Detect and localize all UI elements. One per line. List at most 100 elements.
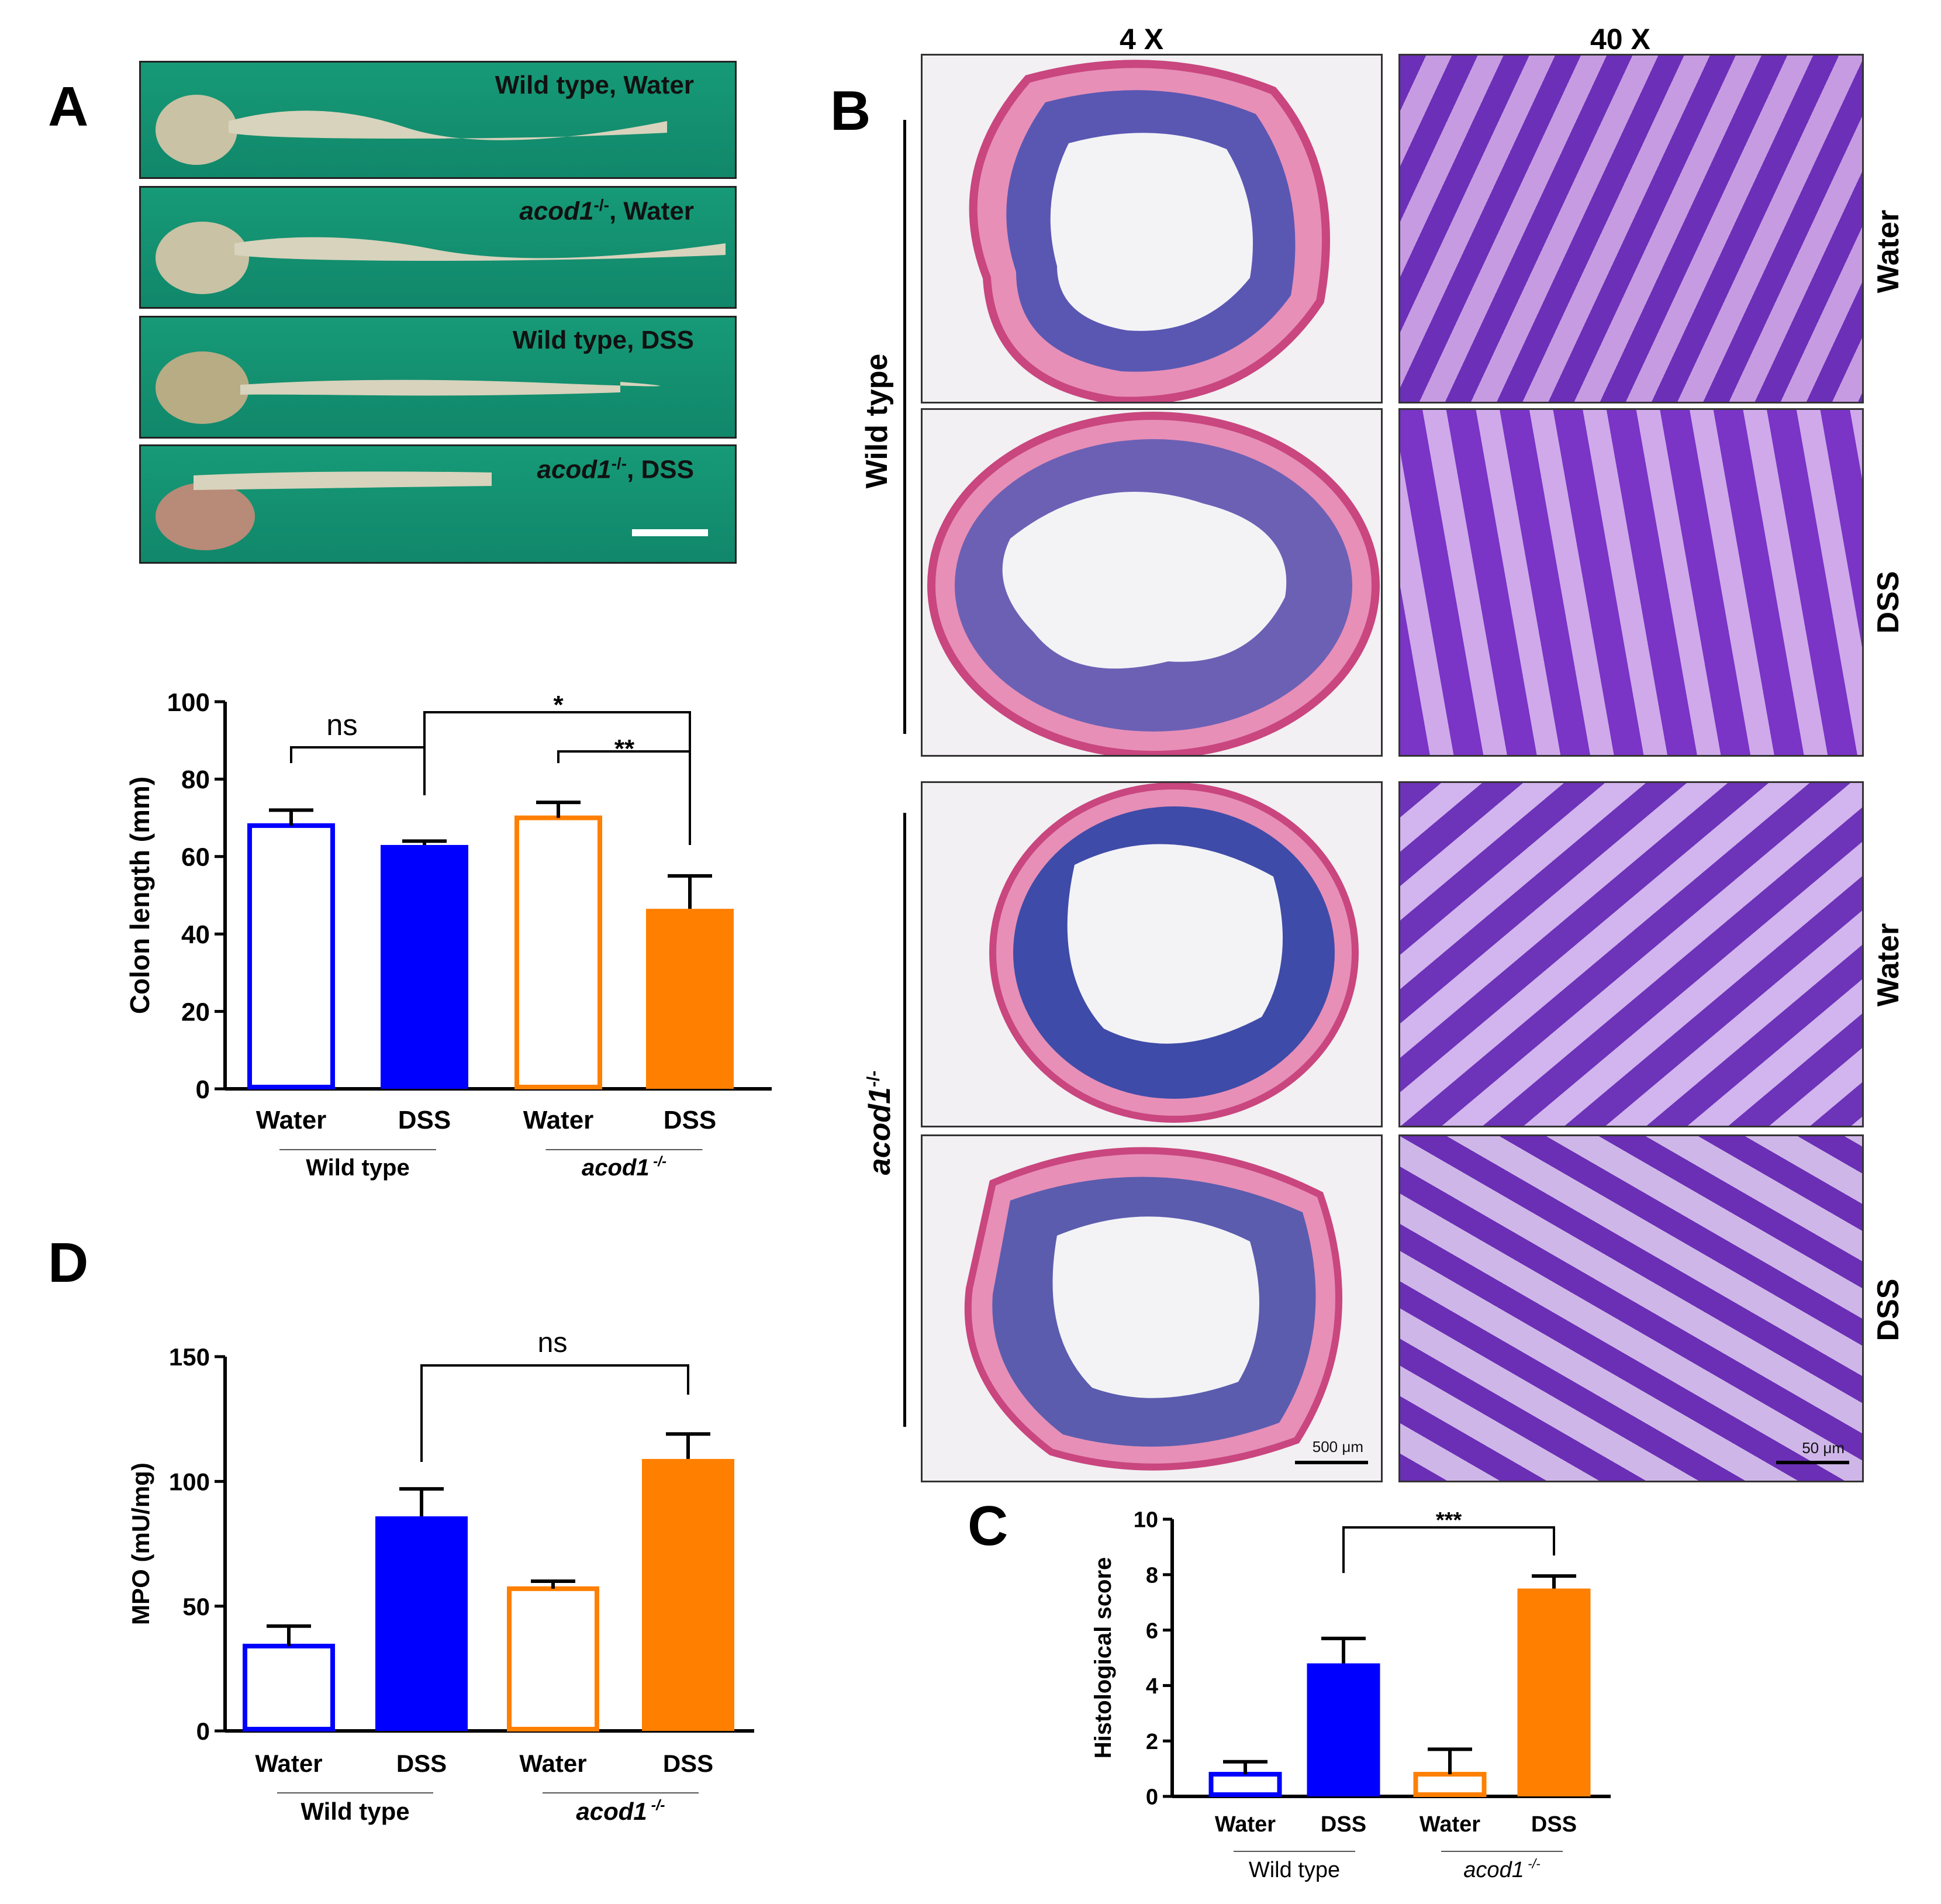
colon-photo-wt-dss: Wild type, DSS <box>139 316 737 439</box>
row-label-water: Water <box>1871 209 1905 294</box>
y-tick-label: 0 <box>196 1717 210 1745</box>
group-label-wild-type: Wild type <box>301 1798 409 1825</box>
significance-label: *** <box>1436 1508 1462 1533</box>
y-tick-label: 20 <box>181 998 210 1026</box>
chart-colon-length: 0 20 40 60 80 100 Colon length (mm) Water DSS Wat… <box>125 688 772 1181</box>
genotype-superscript: -/- <box>593 196 609 214</box>
colon-cross-section-image <box>927 412 1380 755</box>
scale-bar-label-50um: 50 μm <box>1802 1439 1845 1457</box>
bar-2 <box>375 1516 468 1731</box>
significance-bracket <box>290 746 426 795</box>
x-tick-label: Water <box>255 1750 322 1777</box>
colon-specimen-image <box>156 471 708 550</box>
significance-bracket <box>1342 1526 1555 1573</box>
bar-3 <box>514 815 602 1089</box>
photo-label: acod1-/-, Water <box>519 196 694 226</box>
group-label-wild-type: Wild type <box>306 1155 409 1181</box>
y-axis-label: Colon length (mm) <box>125 777 155 1014</box>
genotype-name: acod1 <box>582 1155 650 1181</box>
x-tick-label: Water <box>256 1106 327 1134</box>
bar-2 <box>381 844 468 1089</box>
histology-40x-wt-water <box>1398 54 1864 403</box>
bar-1 <box>1208 1772 1282 1798</box>
x-tick-label: DSS <box>1531 1812 1577 1837</box>
genotype-superscript: -/- <box>611 454 627 472</box>
genotype-name: acod1 <box>576 1798 647 1825</box>
genotype-name: acod1 <box>1463 1858 1524 1882</box>
colon-specimen-image <box>156 351 660 424</box>
group-label-acod1: acod1-/- <box>862 1058 897 1187</box>
colon-cross-section-image <box>969 60 1330 402</box>
bar-3 <box>507 1586 599 1731</box>
colon-photo-ko-water: acod1-/-, Water <box>139 186 737 309</box>
panel-label-b: B <box>830 80 871 142</box>
column-title-40x: 40 X <box>1590 23 1650 56</box>
photo-label: Wild type, DSS <box>512 326 694 354</box>
column-title-4x: 4 X <box>1120 23 1164 56</box>
condition-text: , Water <box>609 196 694 226</box>
colon-photo-ko-dss: acod1-/-, DSS <box>139 444 737 564</box>
histology-40x-wt-dss <box>1398 408 1864 757</box>
histology-4x-ko-dss: 500 μm <box>921 1134 1383 1482</box>
bar-4 <box>642 1458 734 1731</box>
y-tick-label: 100 <box>167 688 210 717</box>
histology-4x-ko-water <box>921 781 1383 1127</box>
condition-text: , DSS <box>627 455 694 484</box>
y-axis-label: Histological score <box>1090 1557 1116 1759</box>
significance-bracket <box>557 750 691 845</box>
y-tick-label: 0 <box>196 1075 210 1104</box>
histology-4x-wt-water <box>921 54 1383 403</box>
y-tick-label: 40 <box>181 920 210 949</box>
colon-specimen-image <box>156 95 667 165</box>
panel-label-c: C <box>968 1495 1009 1557</box>
panel-label-a: A <box>48 75 89 138</box>
bar-4 <box>1517 1588 1591 1796</box>
genotype-name: acod1 <box>519 196 594 226</box>
group-bracket-acod1 <box>903 813 906 1427</box>
x-tick-label: DSS <box>396 1750 447 1777</box>
x-tick-label: DSS <box>663 1750 713 1777</box>
y-tick-label: 100 <box>169 1468 210 1495</box>
row-label-dss: DSS <box>1871 1278 1905 1341</box>
photo-label: acod1-/-, DSS <box>537 454 694 485</box>
y-tick-label: 2 <box>1146 1730 1158 1754</box>
bar-2 <box>1307 1663 1380 1796</box>
significance-label: ns <box>326 708 357 741</box>
x-tick-label: DSS <box>398 1106 451 1134</box>
x-tick-label: Water <box>1215 1812 1276 1837</box>
group-label-wild-type: Wild type <box>1249 1858 1340 1882</box>
y-tick-label: 4 <box>1146 1674 1158 1699</box>
genotype-superscript: -/- <box>864 1070 883 1088</box>
colon-specimen-image <box>156 222 726 294</box>
significance-label: ns <box>537 1327 567 1358</box>
colon-cross-section-image <box>989 783 1359 1123</box>
bar-4 <box>646 909 734 1089</box>
y-tick-label: 6 <box>1146 1619 1158 1643</box>
group-label-acod1: acod1 -/- <box>582 1154 666 1181</box>
chart-mpo: 0 50 100 150 MPO (mU/mg) Water DSS Water DSS Wild… <box>127 1327 754 1825</box>
colon-photo-wt-water: Wild type, Water <box>139 61 737 179</box>
scale-bar-label-500um: 500 μm <box>1312 1438 1363 1455</box>
histology-40x-ko-dss: 50 μm <box>1398 1134 1864 1482</box>
y-tick-label: 60 <box>181 843 210 872</box>
x-tick-label: DSS <box>1321 1812 1366 1837</box>
row-label-water: Water <box>1871 923 1905 1007</box>
y-tick-label: 50 <box>182 1593 210 1620</box>
row-label-dss: DSS <box>1871 571 1905 634</box>
y-tick-label: 8 <box>1146 1563 1158 1588</box>
group-bracket-wild-type <box>903 120 906 734</box>
bar-1 <box>243 1643 335 1732</box>
bar-1 <box>247 823 335 1089</box>
genotype-name: acod1 <box>863 1087 897 1175</box>
y-tick-label: 10 <box>1134 1508 1158 1533</box>
histology-4x-wt-dss <box>921 408 1383 757</box>
y-axis-label: MPO (mU/mg) <box>127 1463 154 1625</box>
genotype-name: acod1 <box>537 455 612 484</box>
y-tick-label: 80 <box>181 765 210 794</box>
x-tick-label: Water <box>1420 1812 1480 1837</box>
significance-label: ** <box>614 734 635 763</box>
chart-histological-score: 0 2 4 6 8 10 Histological score Water DSS Water DS… <box>1090 1508 1611 1882</box>
x-tick-label: Water <box>523 1106 594 1134</box>
scale-bar <box>1776 1461 1849 1464</box>
genotype-superscript: -/- <box>647 1797 665 1813</box>
